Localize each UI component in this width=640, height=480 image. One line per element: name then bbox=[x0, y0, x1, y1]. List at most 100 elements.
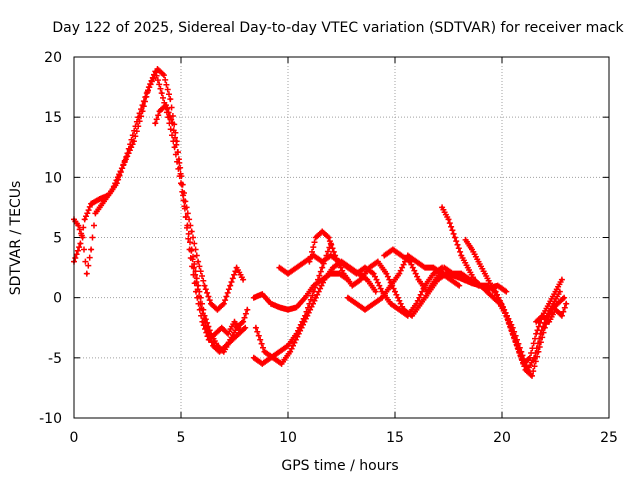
data-point bbox=[376, 260, 380, 264]
data-point bbox=[121, 163, 125, 167]
y-tick-label: -5 bbox=[48, 351, 62, 367]
data-point bbox=[560, 278, 564, 282]
data-point bbox=[303, 260, 307, 264]
x-tick-label: 20 bbox=[493, 430, 511, 446]
data-point bbox=[170, 121, 174, 125]
data-point bbox=[320, 229, 324, 233]
data-point bbox=[168, 97, 172, 101]
data-point bbox=[496, 284, 500, 288]
data-point bbox=[147, 85, 151, 89]
data-point bbox=[410, 314, 414, 318]
label-layer: 0 5 10 15 20 25 -10 -5 0 5 10 15 20 bbox=[39, 50, 618, 446]
data-point bbox=[380, 290, 384, 294]
data-point bbox=[564, 302, 568, 306]
data-point bbox=[554, 308, 557, 312]
data-point bbox=[155, 67, 159, 71]
data-point bbox=[222, 350, 226, 354]
data-point bbox=[226, 332, 230, 336]
data-point bbox=[173, 145, 177, 149]
data-point bbox=[536, 350, 540, 354]
data-point bbox=[269, 302, 273, 306]
data-point bbox=[472, 278, 476, 282]
series-arc-3 bbox=[152, 102, 247, 313]
data-point bbox=[479, 284, 483, 288]
data-point bbox=[534, 332, 538, 336]
data-layer bbox=[71, 66, 570, 379]
x-tick-label: 15 bbox=[386, 430, 404, 446]
data-point bbox=[295, 266, 299, 270]
data-point bbox=[93, 211, 97, 215]
data-point bbox=[288, 350, 292, 354]
data-point bbox=[389, 302, 393, 306]
data-point bbox=[483, 272, 487, 276]
data-point bbox=[549, 308, 553, 312]
data-point bbox=[468, 278, 472, 282]
data-point bbox=[286, 308, 290, 312]
data-point bbox=[111, 187, 115, 191]
data-point bbox=[183, 199, 187, 203]
x-axis-label: GPS time / hours bbox=[281, 458, 398, 474]
data-point bbox=[372, 272, 376, 276]
data-point bbox=[196, 260, 200, 264]
data-point bbox=[457, 284, 461, 288]
data-point bbox=[233, 320, 236, 324]
x-tick-label: 5 bbox=[177, 430, 186, 446]
data-point bbox=[237, 332, 241, 336]
data-point bbox=[215, 344, 219, 348]
data-point bbox=[547, 320, 551, 324]
data-point bbox=[277, 266, 281, 270]
series-arc-4 bbox=[188, 246, 251, 355]
data-point bbox=[331, 266, 335, 270]
data-point bbox=[228, 284, 232, 288]
data-point bbox=[196, 284, 200, 288]
data-point bbox=[83, 217, 87, 221]
data-point bbox=[453, 236, 457, 239]
data-point bbox=[461, 278, 465, 282]
data-point bbox=[365, 278, 369, 282]
series-arc-5 bbox=[250, 270, 351, 313]
data-point bbox=[213, 332, 217, 336]
data-point bbox=[98, 197, 102, 201]
y-axis-label: SDTVAR / TECUs bbox=[8, 181, 24, 296]
data-point bbox=[425, 290, 429, 294]
series-arc-6 bbox=[252, 258, 379, 367]
data-point bbox=[459, 254, 463, 258]
data-point bbox=[350, 284, 354, 288]
grid-layer bbox=[74, 57, 609, 418]
series-markers bbox=[252, 258, 379, 367]
data-point bbox=[414, 302, 418, 306]
data-point bbox=[547, 302, 551, 306]
data-point bbox=[466, 266, 470, 270]
data-point bbox=[329, 254, 333, 258]
data-point bbox=[162, 73, 166, 77]
data-point bbox=[89, 202, 93, 206]
data-point bbox=[354, 272, 358, 276]
data-point bbox=[464, 238, 468, 242]
x-tick-label: 25 bbox=[600, 430, 618, 446]
data-point bbox=[556, 302, 560, 306]
series-markers bbox=[152, 102, 247, 313]
data-point bbox=[222, 302, 226, 306]
data-point bbox=[203, 314, 207, 318]
data-point bbox=[382, 254, 386, 258]
data-point bbox=[209, 332, 213, 336]
data-point bbox=[459, 272, 463, 276]
data-point bbox=[215, 308, 219, 312]
y-tick-label: 20 bbox=[44, 50, 62, 66]
data-point bbox=[312, 254, 316, 258]
data-point bbox=[560, 314, 564, 318]
data-point bbox=[337, 260, 341, 264]
data-point bbox=[528, 356, 532, 360]
data-point bbox=[485, 290, 489, 294]
data-point bbox=[558, 290, 562, 294]
data-point bbox=[286, 344, 290, 348]
data-point bbox=[399, 254, 403, 258]
y-tick-label: 0 bbox=[53, 291, 62, 307]
data-point bbox=[554, 290, 557, 294]
data-point bbox=[406, 314, 410, 318]
data-point bbox=[534, 320, 538, 324]
data-point bbox=[524, 368, 528, 372]
series-markers bbox=[71, 66, 244, 343]
data-point bbox=[153, 69, 157, 73]
